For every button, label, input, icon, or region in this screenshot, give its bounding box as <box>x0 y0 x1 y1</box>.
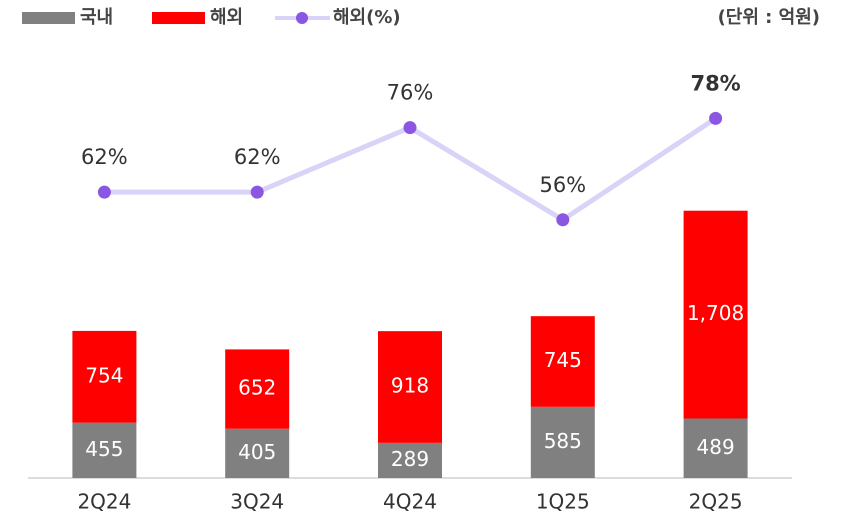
legend-swatch <box>152 12 205 24</box>
line-value-label: 56% <box>539 173 586 197</box>
bar-value-label: 754 <box>85 363 123 387</box>
legend-label: 해외 <box>210 7 243 28</box>
bar-value-label: 745 <box>544 348 582 372</box>
line-point <box>556 213 570 227</box>
bar-segment <box>72 330 137 423</box>
bar-value-label: 455 <box>85 437 123 461</box>
line-value-label: 62% <box>81 145 128 169</box>
line-point <box>403 121 417 135</box>
x-tick-label: 2Q24 <box>77 490 131 514</box>
legend-dot <box>296 12 308 24</box>
bar-segment <box>530 316 595 407</box>
x-tick-label: 2Q25 <box>689 490 743 514</box>
bar-value-label: 289 <box>391 447 429 471</box>
unit-label: (단위 : 억원) <box>718 7 820 28</box>
bar-segment <box>378 442 442 478</box>
line-point <box>97 185 111 199</box>
bar-segment <box>683 210 748 419</box>
line-value-label: 62% <box>234 145 281 169</box>
line-point <box>709 111 723 125</box>
legend-swatch <box>22 12 75 24</box>
bar-segment <box>225 428 290 478</box>
bar-value-label: 489 <box>697 435 735 459</box>
bar-segment <box>530 406 595 478</box>
line-value-label: 78% <box>690 71 740 95</box>
bar-value-label: 585 <box>544 429 582 453</box>
legend-label: 국내 <box>80 7 113 28</box>
legend-label: 해외(%) <box>333 7 401 28</box>
bar-value-label: 405 <box>238 440 276 464</box>
x-tick-label: 1Q25 <box>536 490 590 514</box>
bar-value-label: 1,708 <box>687 301 744 325</box>
bar-segment <box>378 331 442 443</box>
bar-value-label: 918 <box>391 373 429 397</box>
bar-segment <box>683 418 748 478</box>
bar-segment <box>225 349 290 429</box>
bar-segment <box>72 422 137 478</box>
x-tick-label: 3Q24 <box>230 490 284 514</box>
line-point <box>250 185 264 199</box>
x-tick-label: 4Q24 <box>383 490 437 514</box>
line-value-label: 76% <box>387 81 434 105</box>
bar-value-label: 652 <box>238 376 276 400</box>
